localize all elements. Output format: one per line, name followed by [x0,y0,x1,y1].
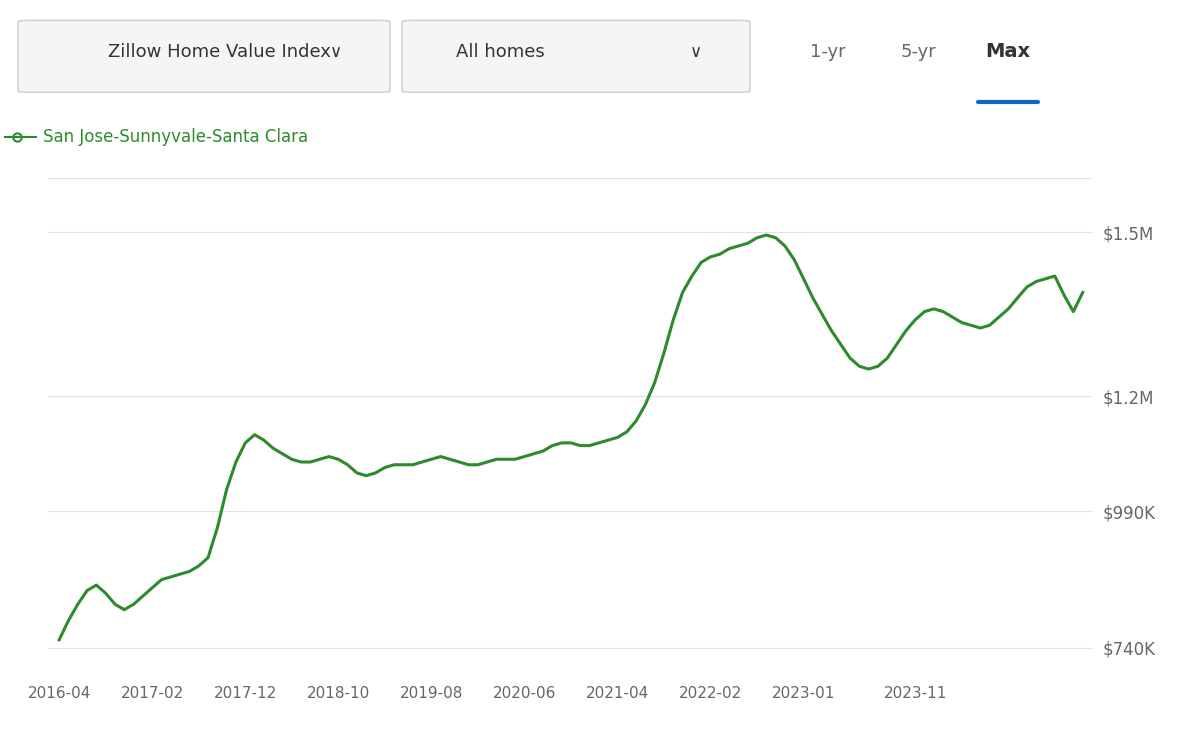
Text: Zillow Home Value Index: Zillow Home Value Index [108,42,331,61]
FancyBboxPatch shape [18,21,390,92]
Text: ∨: ∨ [330,42,342,61]
Text: All homes: All homes [456,42,545,61]
Text: Max: Max [985,42,1031,61]
FancyBboxPatch shape [402,21,750,92]
Text: 1-yr: 1-yr [810,42,846,61]
Text: ∨: ∨ [690,42,702,61]
Text: 5-yr: 5-yr [900,42,936,61]
Text: San Jose-Sunnyvale-Santa Clara: San Jose-Sunnyvale-Santa Clara [43,128,308,146]
